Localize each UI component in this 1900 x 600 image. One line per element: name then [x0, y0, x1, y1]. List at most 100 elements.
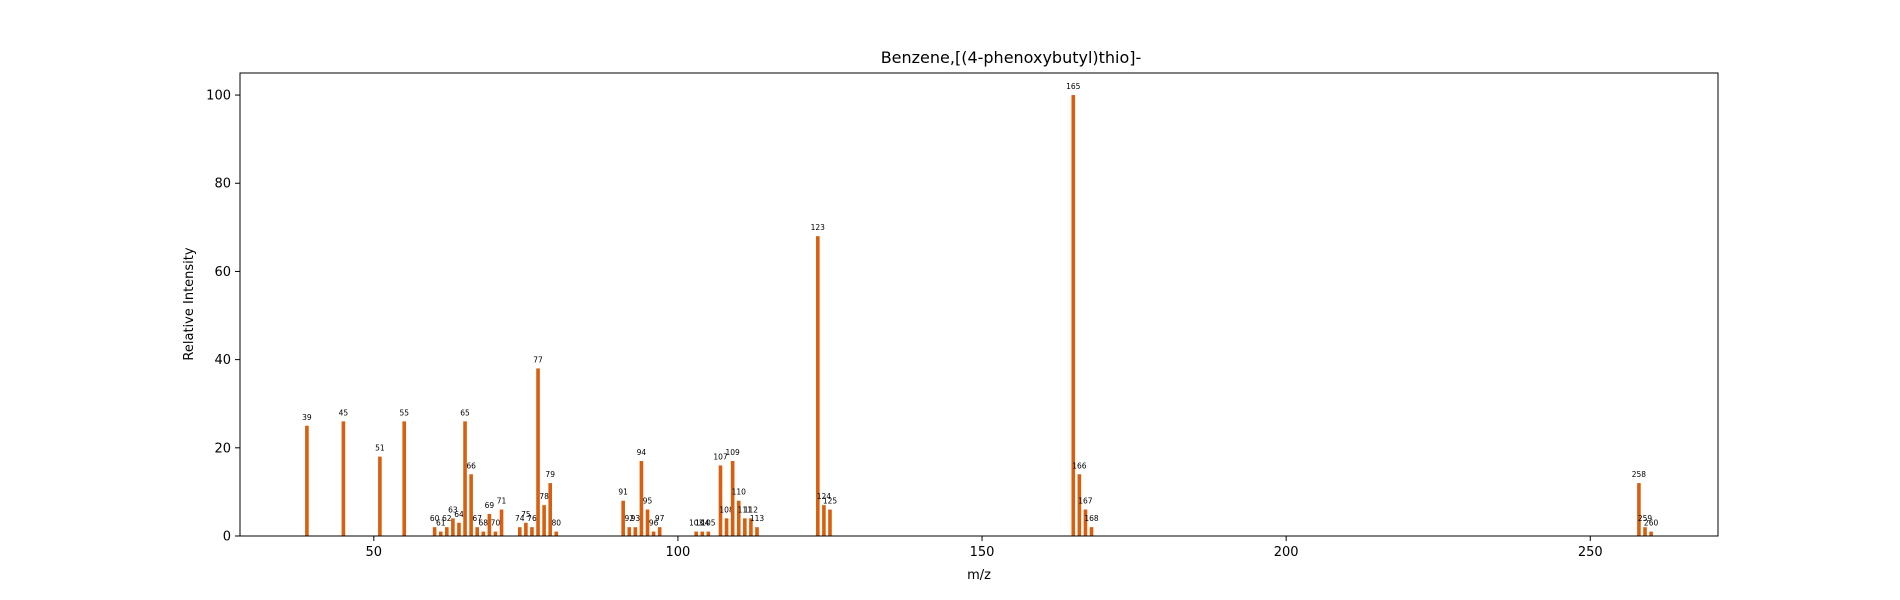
peak-label-51: 51 [375, 444, 385, 453]
y-tick-label-20: 20 [214, 441, 231, 456]
peak-bar-94 [639, 461, 644, 536]
peak-bar-96 [651, 531, 656, 536]
peak-label-75: 75 [521, 510, 531, 519]
peak-bar-70 [493, 531, 498, 536]
peak-label-61: 61 [436, 519, 446, 528]
peak-bar-92 [627, 527, 632, 536]
peak-label-39: 39 [302, 413, 312, 422]
peak-bar-45 [341, 421, 346, 536]
peak-bar-51 [378, 456, 382, 536]
peak-label-104: 104 [695, 519, 710, 528]
peak-label-97: 97 [655, 514, 665, 523]
peak-bar-103 [694, 531, 698, 536]
peak-label-109: 109 [726, 448, 741, 457]
peak-label-69: 69 [485, 501, 495, 510]
peak-bar-105 [706, 531, 711, 536]
peak-bar-39 [305, 425, 309, 536]
peak-label-92: 92 [624, 514, 634, 523]
peak-bar-258 [1637, 483, 1641, 536]
peak-label-165: 165 [1066, 82, 1081, 91]
peak-label-79: 79 [545, 470, 555, 479]
peak-bar-109 [730, 461, 735, 536]
y-tick-label-0: 0 [223, 530, 231, 545]
peak-bar-93 [633, 527, 638, 536]
peak-label-112: 112 [744, 505, 759, 514]
peak-label-71: 71 [497, 497, 507, 506]
peak-bar-61 [438, 531, 443, 536]
peak-label-74: 74 [515, 514, 525, 523]
peak-bar-97 [657, 527, 662, 536]
peak-bar-79 [548, 483, 552, 536]
y-axis-label: Relative Intensity [182, 247, 197, 360]
peak-label-258: 258 [1632, 470, 1647, 479]
x-axis-label: m/z [967, 568, 991, 583]
peak-bar-76 [530, 527, 534, 536]
peak-label-70: 70 [491, 519, 501, 528]
peak-label-259: 259 [1638, 514, 1653, 523]
peak-bar-113 [755, 527, 759, 536]
peak-label-113: 113 [750, 514, 765, 523]
peak-label-111: 111 [738, 505, 753, 514]
x-tick-label-200: 200 [1274, 545, 1299, 560]
peak-bar-260 [1649, 531, 1653, 536]
peak-label-96: 96 [649, 519, 659, 528]
peak-label-167: 167 [1078, 497, 1093, 506]
peak-bar-112 [749, 518, 753, 536]
peak-label-95: 95 [643, 497, 653, 506]
peak-label-107: 107 [713, 452, 728, 461]
y-tick-label-40: 40 [214, 353, 231, 368]
peak-bar-78 [542, 505, 546, 536]
peak-label-77: 77 [533, 355, 543, 364]
peak-bar-166 [1077, 474, 1082, 536]
plot-area: 39 45515560616263646566676869707174757677… [206, 72, 1719, 560]
peak-label-66: 66 [466, 461, 476, 470]
peak-bar-64 [457, 522, 461, 536]
peak-label-76: 76 [527, 514, 537, 523]
peak-label-80: 80 [552, 519, 562, 528]
x-tick-label-50: 50 [366, 545, 383, 560]
peak-label-65: 65 [460, 408, 470, 417]
peak-bar-69 [487, 513, 492, 536]
peak-label-93: 93 [631, 514, 641, 523]
peak-label-260: 260 [1644, 519, 1659, 528]
x-tick-label-100: 100 [666, 545, 691, 560]
peak-bar-68 [481, 531, 486, 536]
peak-label-124: 124 [817, 492, 832, 501]
peak-bar-107 [718, 465, 723, 536]
peak-label-60: 60 [430, 514, 440, 523]
peak-bar-108 [724, 518, 729, 536]
peak-bar-60 [432, 527, 437, 536]
peak-bar-110 [736, 500, 741, 536]
peak-label-63: 63 [448, 505, 458, 514]
peak-label-68: 68 [479, 519, 489, 528]
x-tick-label-250: 250 [1578, 545, 1603, 560]
peak-label-105: 105 [701, 519, 716, 528]
peak-bar-125 [828, 509, 832, 536]
peak-bar-111 [743, 518, 747, 536]
peak-label-64: 64 [454, 510, 464, 519]
peak-label-125: 125 [823, 497, 838, 506]
peak-bar-55 [402, 421, 407, 536]
peak-bar-124 [822, 505, 826, 536]
peak-label-67: 67 [472, 514, 482, 523]
peak-label-103: 103 [689, 519, 704, 528]
peak-bar-104 [700, 531, 705, 536]
peak-bar-66 [469, 474, 473, 536]
peak-bar-77 [536, 368, 540, 536]
peak-label-168: 168 [1084, 514, 1099, 523]
peak-bar-62 [444, 527, 449, 536]
peak-bar-259 [1643, 527, 1647, 536]
peak-bar-67 [475, 527, 480, 536]
peak-bar-167 [1083, 509, 1088, 536]
peak-bar-75 [524, 522, 528, 536]
peak-label-108: 108 [719, 505, 734, 514]
y-tick-label-80: 80 [214, 177, 231, 192]
chart-title: Benzene,[(4-phenoxybutyl)thio]- [881, 48, 1142, 67]
peak-bar-165 [1071, 95, 1076, 537]
peak-bar-91 [621, 500, 625, 536]
peak-label-166: 166 [1072, 461, 1087, 470]
peak-label-78: 78 [539, 492, 549, 501]
peak-bar-65 [463, 421, 467, 536]
peak-bar-123 [816, 236, 820, 536]
